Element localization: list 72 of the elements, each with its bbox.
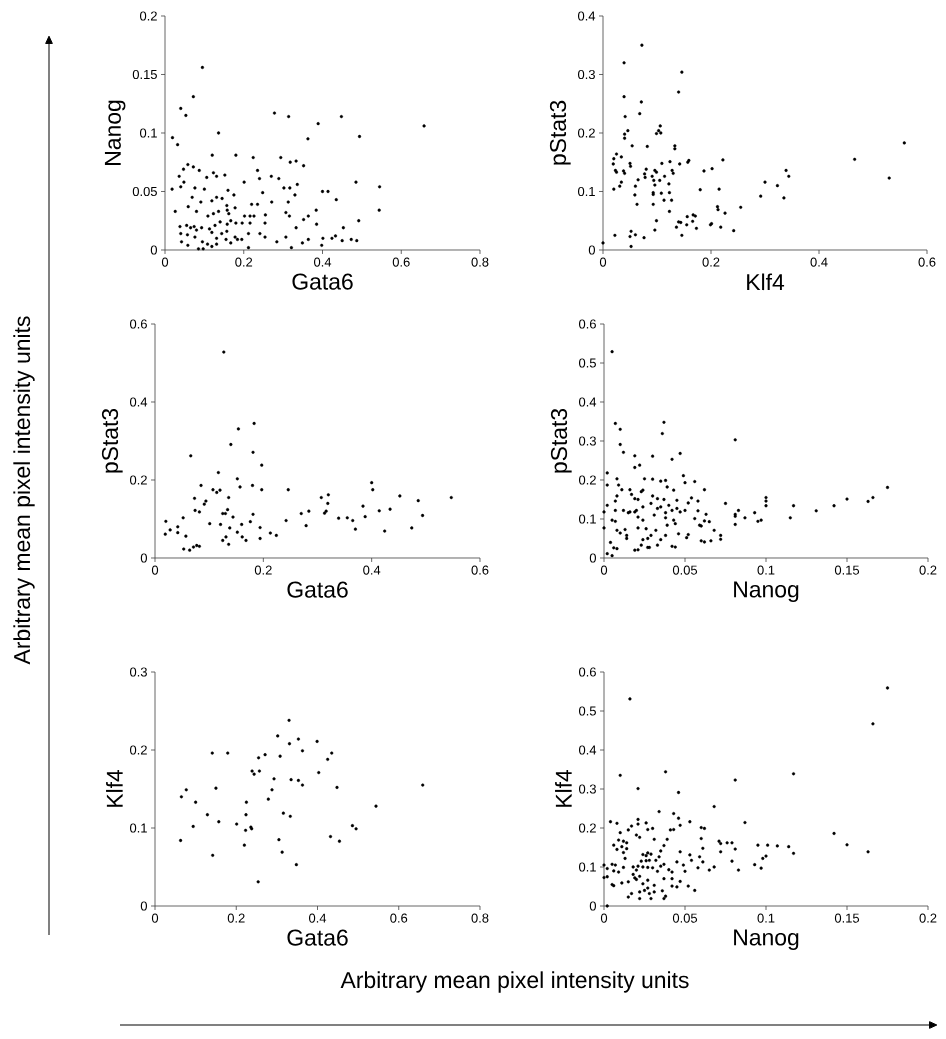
- x-tick-label: 0.2: [235, 257, 253, 267]
- x-tick-label: 0.15: [834, 913, 860, 923]
- text: Arbitrary mean pixel intensity units: [340, 971, 689, 993]
- x-tick-label: 0.2: [702, 257, 720, 267]
- y-tick-label: 0.4: [129, 397, 148, 407]
- x-tick-label: 0.1: [757, 913, 775, 923]
- y-tick-label: 0.3: [129, 667, 147, 677]
- y-tick-label: 0.05: [132, 186, 157, 197]
- y-tick-label: 0.2: [579, 475, 596, 485]
- x-tick-label: 0.2: [919, 913, 937, 923]
- y-axis-title: Nanog: [104, 100, 126, 165]
- y-tick-label: 0.1: [579, 862, 596, 872]
- y-tick-label: 0.4: [579, 745, 597, 755]
- x-tick-label: 0.2: [919, 565, 937, 575]
- y-tick-label: 0.3: [579, 436, 596, 446]
- x-axis-title: Gata6: [292, 273, 353, 290]
- x-tick-label: 0.8: [471, 257, 489, 267]
- y-tick-label: 0.3: [579, 784, 596, 794]
- y-tick-label: 0.4: [578, 11, 596, 21]
- y-tick-label: 0.2: [129, 475, 147, 485]
- x-axis-title: Klf4: [747, 273, 785, 291]
- y-tick-label: 0: [140, 553, 147, 563]
- x-tick-label: 0.6: [471, 565, 489, 575]
- y-tick-label: 0: [589, 901, 596, 911]
- x-tick-label: 0: [599, 257, 607, 267]
- x-tick-label: 0: [600, 913, 608, 923]
- y-axis-title: Klf4: [106, 769, 123, 807]
- x-tick-label: 0.15: [834, 565, 860, 575]
- y-axis-title: pStat3: [549, 100, 571, 165]
- x-tick-label: 0.05: [672, 913, 698, 923]
- x-tick-label: 0.2: [254, 565, 272, 575]
- y-tick-label: 0.6: [579, 667, 596, 677]
- y-tick-label: 0.1: [578, 186, 595, 197]
- y-tick-label: 0.3: [578, 69, 595, 80]
- x-axis-title: Nanog: [734, 929, 799, 951]
- x-tick-label: 0: [161, 257, 169, 267]
- x-tick-label: 0.8: [471, 913, 489, 923]
- x-tick-label: 0: [600, 565, 608, 575]
- y-tick-label: 0.5: [579, 706, 596, 716]
- y-axis-title: pStat3: [101, 408, 123, 473]
- y-tick-label: 0.2: [139, 11, 157, 21]
- y-tick-label: 0.2: [129, 745, 147, 755]
- y-tick-label: 0.2: [579, 823, 596, 833]
- y-tick-label: 0: [140, 901, 147, 911]
- y-tick-label: 0: [150, 245, 157, 255]
- text: Arbitrary mean pixel intensity units: [13, 316, 35, 665]
- x-axis-title: Gata6: [287, 929, 348, 946]
- y-tick-label: 0.1: [139, 128, 157, 138]
- x-tick-label: 0.1: [757, 565, 775, 575]
- x-tick-label: 0.4: [309, 913, 327, 923]
- y-tick-label: 0.6: [579, 319, 596, 329]
- x-axis-title: Gata6: [287, 581, 348, 598]
- y-axis-title: Klf4: [555, 769, 572, 807]
- x-tick-label: 0.2: [227, 913, 245, 923]
- x-tick-label: 0.4: [314, 257, 332, 267]
- x-tick-label: 0.05: [672, 565, 698, 575]
- x-tick-label: 0.6: [918, 257, 936, 267]
- y-tick-label: 0.15: [132, 69, 157, 80]
- y-tick-label: 0.5: [579, 358, 596, 368]
- y-tick-label: 0: [588, 245, 595, 255]
- x-tick-label: 0.4: [363, 565, 381, 575]
- y-axis-title: pStat3: [550, 408, 572, 473]
- y-tick-label: 0: [589, 553, 596, 563]
- x-tick-label: 0.6: [392, 257, 410, 267]
- y-tick-label: 0.4: [579, 397, 597, 407]
- y-tick-label: 0.2: [578, 128, 595, 138]
- x-tick-label: 0.4: [810, 257, 828, 267]
- y-tick-label: 0.6: [129, 319, 147, 329]
- y-tick-label: 0.1: [129, 823, 147, 833]
- x-axis-title: Nanog: [734, 581, 799, 603]
- y-tick-label: 0.1: [579, 514, 596, 524]
- x-tick-label: 0.6: [390, 913, 408, 923]
